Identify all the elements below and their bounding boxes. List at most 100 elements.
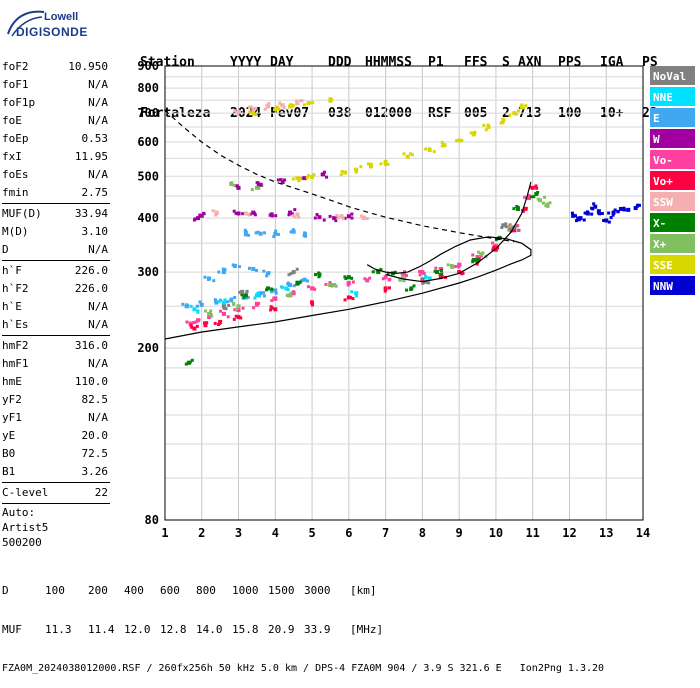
data-point <box>193 217 197 221</box>
data-point <box>405 154 410 159</box>
data-point <box>221 304 226 309</box>
data-point <box>541 201 545 205</box>
data-point <box>234 211 238 215</box>
data-point <box>455 139 459 143</box>
data-point <box>306 174 310 178</box>
data-point <box>365 217 369 221</box>
data-point <box>224 307 228 311</box>
footer-muf-value: 12.8 <box>160 623 187 636</box>
x-tick-label: 9 <box>456 526 463 540</box>
data-point <box>237 110 241 114</box>
param-label: foEp <box>2 132 29 145</box>
data-point <box>270 290 274 294</box>
param-row: C-level 22 <box>2 484 110 502</box>
data-point <box>290 212 294 216</box>
data-point <box>263 107 267 111</box>
header-label-7: S <box>502 55 510 70</box>
data-point <box>245 290 249 294</box>
x-tick-label: 8 <box>419 526 426 540</box>
data-point <box>267 102 271 106</box>
footer-muf-value: 15.8 <box>232 623 259 636</box>
data-point <box>387 286 391 290</box>
data-point <box>247 266 251 270</box>
data-point <box>258 231 263 236</box>
data-point <box>592 202 596 206</box>
data-point <box>369 162 373 166</box>
data-point <box>578 216 583 221</box>
param-label: h`E <box>2 300 22 313</box>
data-point <box>232 209 236 213</box>
data-point <box>471 257 476 262</box>
data-point <box>534 191 539 196</box>
data-point <box>350 216 354 220</box>
data-point <box>577 218 581 222</box>
data-point <box>272 296 276 300</box>
data-point <box>493 243 498 248</box>
data-point <box>461 271 465 275</box>
data-point <box>504 222 508 226</box>
data-point <box>438 273 442 277</box>
data-point <box>432 150 436 154</box>
data-point <box>529 195 533 199</box>
data-point <box>341 217 345 221</box>
data-point <box>486 125 491 130</box>
data-point <box>280 179 285 184</box>
legend-label: SSW <box>653 196 673 209</box>
legend-swatch <box>650 213 695 232</box>
data-point <box>222 312 226 316</box>
data-point <box>262 294 266 298</box>
param-row: foE N/A <box>2 112 110 130</box>
data-point <box>313 287 317 291</box>
param-row: MUF(D) 33.94 <box>2 205 110 223</box>
data-point <box>339 173 343 177</box>
data-point <box>252 306 256 310</box>
data-point <box>515 224 519 228</box>
data-point <box>501 121 505 125</box>
data-point <box>354 170 358 174</box>
data-point <box>412 284 416 288</box>
data-point <box>424 275 428 279</box>
data-point <box>427 147 431 151</box>
data-point <box>181 302 185 306</box>
data-point <box>439 268 443 272</box>
data-point <box>207 315 212 320</box>
data-point <box>621 207 625 211</box>
data-point <box>383 289 387 293</box>
data-point <box>575 219 579 223</box>
data-point <box>609 216 613 220</box>
param-row: D N/A <box>2 241 110 259</box>
data-point <box>256 183 260 187</box>
param-label: fxI <box>2 150 22 163</box>
data-point <box>548 201 552 205</box>
data-point <box>192 321 196 325</box>
data-point <box>195 304 199 308</box>
data-point <box>393 270 397 274</box>
data-point <box>570 211 574 215</box>
data-point <box>273 231 278 236</box>
data-point <box>409 288 413 292</box>
data-point <box>409 152 413 156</box>
param-label: h`Es <box>2 318 29 331</box>
data-point <box>340 170 344 174</box>
data-point <box>438 275 443 280</box>
data-point <box>233 308 237 312</box>
data-point <box>297 179 301 183</box>
data-point <box>217 299 221 303</box>
data-point <box>353 168 357 172</box>
data-point <box>534 184 538 188</box>
data-point <box>185 303 189 307</box>
data-point <box>596 209 601 214</box>
param-label: yF2 <box>2 393 22 406</box>
data-point <box>334 284 338 288</box>
data-point <box>217 322 221 326</box>
data-point <box>194 320 198 324</box>
data-point <box>240 293 244 297</box>
data-point <box>484 128 488 132</box>
data-point <box>471 131 475 135</box>
data-point <box>223 268 227 272</box>
param-row: hmF2 316.0 <box>2 337 110 355</box>
data-point <box>346 281 350 285</box>
data-point <box>274 214 278 218</box>
legend-label: NNW <box>653 280 673 293</box>
footer-distance-value: 3000 <box>304 584 331 597</box>
